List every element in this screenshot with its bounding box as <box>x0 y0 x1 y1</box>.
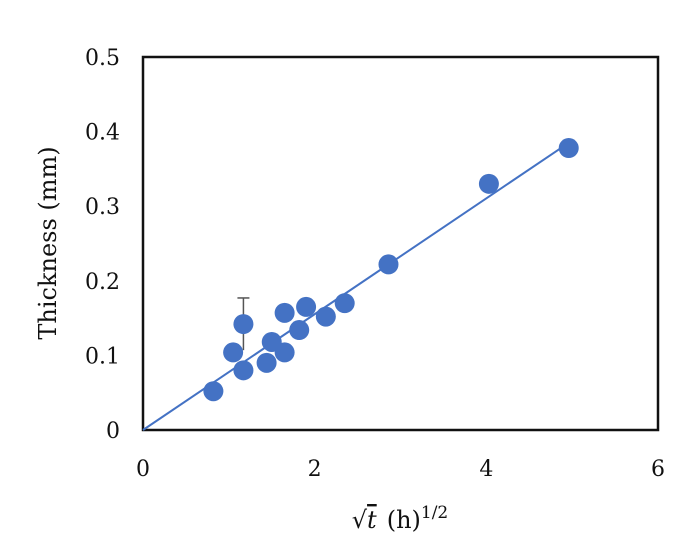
y-tick-label: 0 <box>106 419 120 444</box>
data-point <box>203 381 224 402</box>
x-unit: (h) <box>387 506 421 534</box>
data-point <box>315 306 336 327</box>
data-point <box>233 314 254 335</box>
data-point <box>289 320 310 341</box>
data-point <box>256 352 277 373</box>
data-point <box>296 296 317 317</box>
data-point <box>223 342 244 363</box>
y-tick-label: 0.4 <box>85 121 120 146</box>
y-tick-label: 0.2 <box>85 270 120 295</box>
x-tick-label: 4 <box>479 457 493 482</box>
sqrt-symbol: √ <box>352 506 368 534</box>
plot-area <box>141 55 660 432</box>
y-axis-title: Thickness (mm) <box>34 146 62 339</box>
x-tick-label: 2 <box>308 457 322 482</box>
data-point <box>274 302 295 323</box>
y-tick-label: 0.5 <box>85 46 120 71</box>
data-point <box>334 293 355 314</box>
x-exponent: 1/2 <box>421 503 448 523</box>
y-tick-label: 0.3 <box>85 195 120 220</box>
data-point <box>378 254 399 275</box>
y-tick-label: 0.1 <box>85 344 120 369</box>
data-point <box>478 173 499 194</box>
x-variable: t <box>367 506 377 534</box>
x-tick-label: 0 <box>136 457 150 482</box>
x-tick-label: 6 <box>651 457 665 482</box>
x-axis-title: √t (h)1/2 <box>352 503 449 534</box>
data-point <box>274 342 295 363</box>
data-point <box>558 138 579 159</box>
data-point <box>233 360 254 381</box>
